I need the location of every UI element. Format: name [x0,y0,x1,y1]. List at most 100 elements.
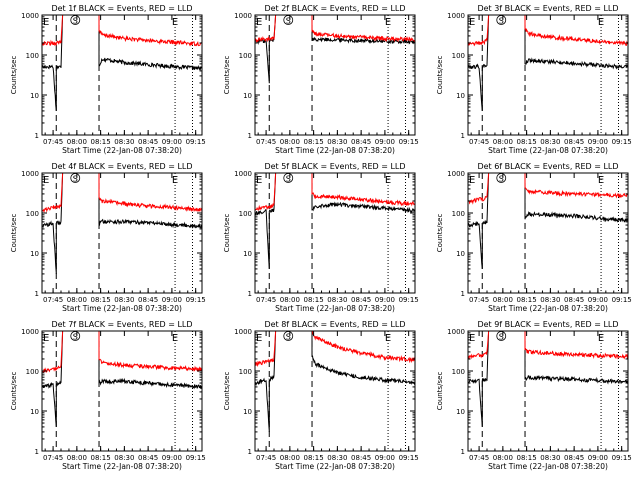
y-axis-label: Counts/sec [436,56,444,95]
x-tick-label: 08:15 [304,138,324,146]
series-events [468,331,628,427]
series-events [42,15,202,111]
y-tick-label: 100 [26,210,39,218]
eclipse-end-marker: E [172,175,178,186]
x-axis-label: Start Time (22-Jan-08 07:38:20) [488,462,608,471]
panel-frame [254,172,416,294]
panel-data [255,331,415,451]
x-tick-label: 08:45 [564,138,584,146]
y-tick-label: 100 [452,210,465,218]
x-tick-label: 09:15 [186,296,206,304]
eclipse-start-marker: E [43,175,49,186]
x-axis-label: Start Time (22-Jan-08 07:38:20) [62,304,182,313]
series-events [42,173,202,274]
x-axis-label: Start Time (22-Jan-08 07:38:20) [275,146,395,155]
eclipse-start-marker: E [43,17,49,28]
x-tick-label: 08:00 [67,138,87,146]
eclipse-end-marker: E [385,175,391,186]
panel-title: Det 4f BLACK = Events, RED = LLD [51,162,192,171]
series-lld [255,15,415,44]
panel-data [42,15,202,135]
x-tick-label: 08:45 [138,138,158,146]
y-axis-label: Counts/sec [436,372,444,411]
series-events [255,331,415,432]
x-tick-label: 09:15 [399,454,419,462]
panel-title: Det 2f BLACK = Events, RED = LLD [264,4,405,13]
x-tick-label: 09:15 [399,296,419,304]
x-tick-label: 08:00 [280,296,300,304]
y-axis-label: Counts/sec [223,372,231,411]
panel-title: Det 1f BLACK = Events, RED = LLD [51,4,192,13]
x-tick-label: 08:30 [327,138,347,146]
y-tick-label: 100 [26,368,39,376]
saa-marker: S [73,175,78,184]
panel-frame [254,330,416,452]
x-tick-label: 08:30 [327,454,347,462]
x-tick-label: 08:30 [114,138,134,146]
x-tick-label: 09:00 [375,138,395,146]
x-tick-label: 08:15 [304,454,324,462]
x-tick-label: 07:45 [43,454,63,462]
x-tick-label: 09:00 [588,454,608,462]
y-tick-label: 1 [35,448,39,456]
series-lld [468,173,628,205]
panel-frame [467,14,629,136]
x-tick-label: 07:45 [469,296,489,304]
x-tick-label: 08:00 [493,454,513,462]
panel-frame [41,172,203,294]
y-tick-label: 1 [35,132,39,140]
saa-marker: S [286,17,291,26]
panel-frame [41,330,203,452]
x-axis-label: Start Time (22-Jan-08 07:38:20) [62,462,182,471]
y-tick-label: 1 [248,132,252,140]
eclipse-end-marker: E [598,17,604,28]
y-tick-label: 1 [248,290,252,298]
panel-data [42,173,202,293]
panel-data [255,15,415,135]
panel-data [468,331,628,451]
series-events [255,15,415,84]
y-tick-label: 100 [452,368,465,376]
y-tick-label: 1000 [21,328,39,336]
x-axis-label: Start Time (22-Jan-08 07:38:20) [488,146,608,155]
saa-marker: S [499,333,504,342]
panel-title: Det 8f BLACK = Events, RED = LLD [264,320,405,329]
x-axis-label: Start Time (22-Jan-08 07:38:20) [62,146,182,155]
saa-marker: S [499,175,504,184]
y-tick-label: 1000 [447,12,465,20]
x-tick-label: 08:15 [517,296,537,304]
x-tick-label: 08:45 [351,454,371,462]
y-tick-label: 1 [461,290,465,298]
x-tick-label: 07:45 [469,138,489,146]
x-axis-label: Start Time (22-Jan-08 07:38:20) [488,304,608,313]
eclipse-start-marker: E [469,175,475,186]
series-lld [42,173,202,213]
x-tick-label: 08:00 [67,296,87,304]
saa-marker: S [499,17,504,26]
y-tick-label: 1 [248,448,252,456]
x-tick-label: 08:15 [517,454,537,462]
x-tick-label: 09:00 [375,454,395,462]
x-axis-label: Start Time (22-Jan-08 07:38:20) [275,462,395,471]
x-tick-label: 08:30 [114,454,134,462]
eclipse-end-marker: E [385,333,391,344]
panel-frame [254,14,416,136]
panel-data [255,173,415,293]
y-tick-label: 1 [35,290,39,298]
x-tick-label: 08:15 [91,138,111,146]
x-tick-label: 08:30 [540,454,560,462]
x-tick-label: 08:00 [493,296,513,304]
y-tick-label: 10 [30,408,39,416]
panel-frame [41,14,203,136]
x-tick-label: 08:30 [540,296,560,304]
saa-marker: S [73,333,78,342]
eclipse-end-marker: E [598,333,604,344]
y-axis-label: Counts/sec [10,214,18,253]
panel-title: Det 7f BLACK = Events, RED = LLD [51,320,192,329]
